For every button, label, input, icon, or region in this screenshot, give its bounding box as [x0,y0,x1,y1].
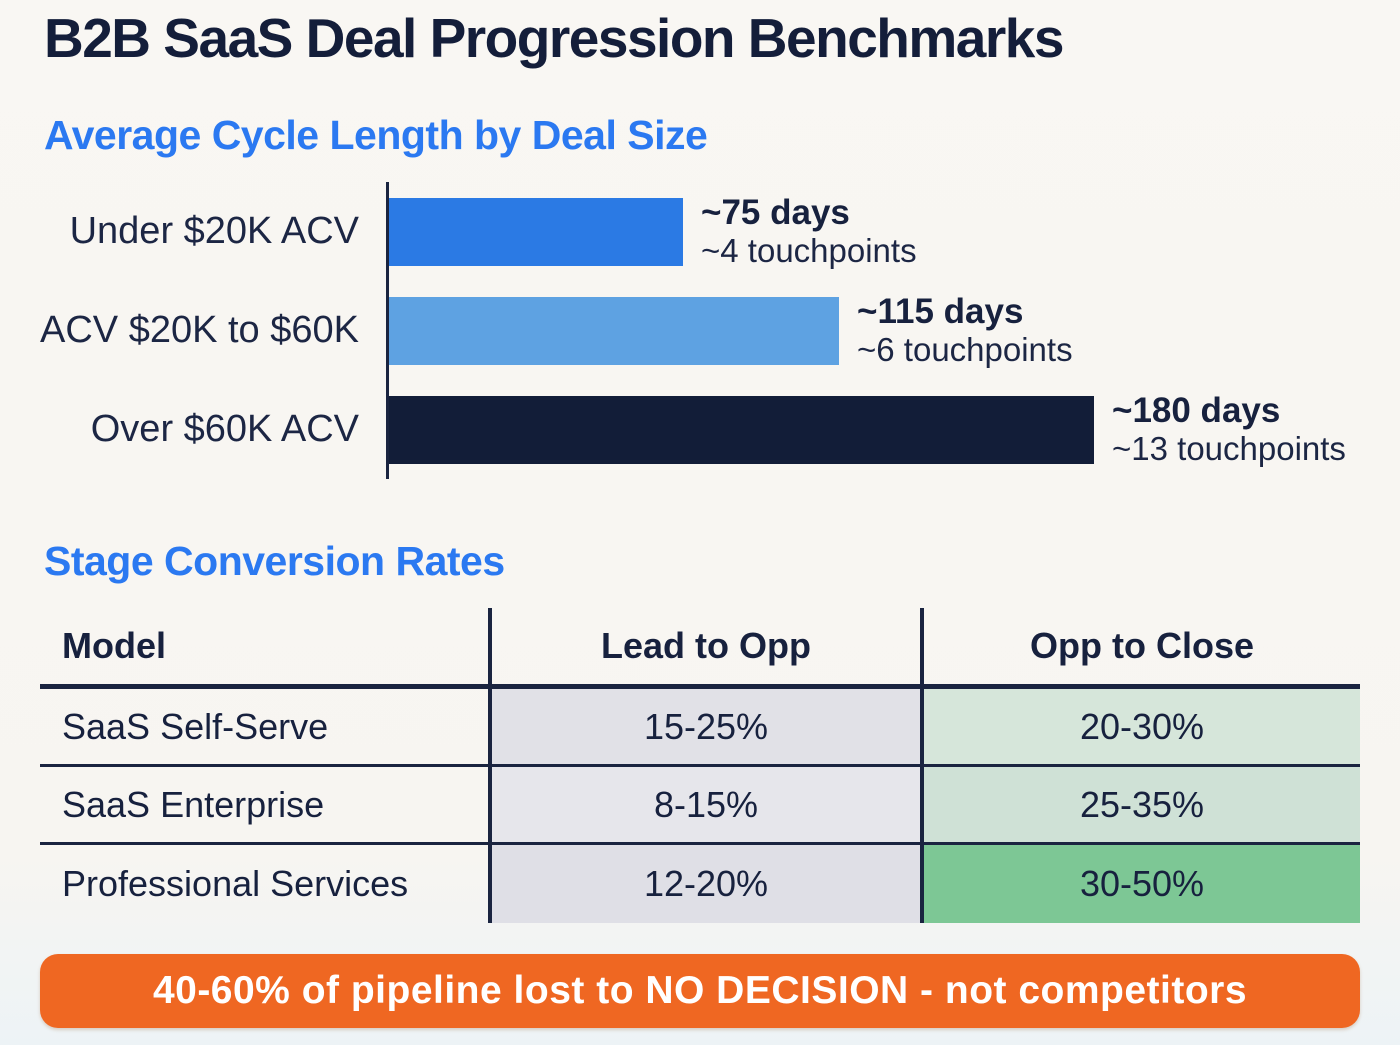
bar-under-20k [389,197,683,266]
days-value-label: ~180 days [1112,391,1281,431]
opp-to-close-cell: 25-35% [920,767,1360,842]
table-row: SaaS Enterprise 8-15% 25-35% [40,767,1360,845]
banner-text: 40-60% of pipeline lost to NO DECISION -… [152,969,1248,1012]
cycle-length-section-heading: Average Cycle Length by Deal Size [44,112,708,158]
table-row: SaaS Self-Serve 15-25% 20-30% [40,689,1360,767]
cycle-length-bar-chart: Under $20K ACV ~75 days ~4 touchpoints A… [40,182,1380,479]
bar-annotation: ~75 days ~4 touchpoints [701,193,917,269]
model-cell: SaaS Enterprise [62,783,325,825]
column-header-opp-to-close: Opp to Close [920,608,1360,684]
table-header-row: Model Lead to Opp Opp to Close [40,608,1360,689]
opp-to-close-cell: 30-50% [920,845,1360,923]
column-header-model: Model [62,625,166,666]
chart-category-label: Under $20K ACV [69,210,359,252]
model-cell: Professional Services [62,863,409,904]
chart-y-axis-line [386,182,389,479]
chart-row-under-20k: Under $20K ACV ~75 days ~4 touchpoints [40,182,1380,281]
lead-to-opp-cell: 12-20% [488,845,920,923]
touchpoints-value-label: ~13 touchpoints [1112,429,1346,467]
lead-to-opp-cell: 15-25% [488,689,920,764]
stage-conversion-table: Model Lead to Opp Opp to Close SaaS Self… [40,608,1360,923]
bar-annotation: ~180 days ~13 touchpoints [1112,391,1346,467]
model-cell: SaaS Self-Serve [62,705,329,747]
column-header-lead-to-opp: Lead to Opp [488,608,920,684]
days-value-label: ~75 days [701,193,850,233]
bar-over-60k [389,395,1094,464]
table-row: Professional Services 12-20% 30-50% [40,845,1360,923]
opp-to-close-cell: 20-30% [920,689,1360,764]
page-title: B2B SaaS Deal Progression Benchmarks [44,7,1064,69]
stage-conversion-section-heading: Stage Conversion Rates [44,538,505,584]
touchpoints-value-label: ~4 touchpoints [701,231,917,269]
bar-annotation: ~115 days ~6 touchpoints [857,292,1073,368]
bar-20k-60k [389,296,839,365]
touchpoints-value-label: ~6 touchpoints [857,330,1073,368]
no-decision-callout-banner: 40-60% of pipeline lost to NO DECISION -… [40,954,1360,1028]
chart-row-20k-60k: ACV $20K to $60K ~115 days ~6 touchpoint… [40,281,1380,380]
chart-category-label: Over $60K ACV [90,408,359,450]
chart-row-over-60k: Over $60K ACV ~180 days ~13 touchpoints [40,380,1380,479]
lead-to-opp-cell: 8-15% [488,767,920,842]
days-value-label: ~115 days [857,292,1024,332]
chart-category-label: ACV $20K to $60K [40,309,359,351]
